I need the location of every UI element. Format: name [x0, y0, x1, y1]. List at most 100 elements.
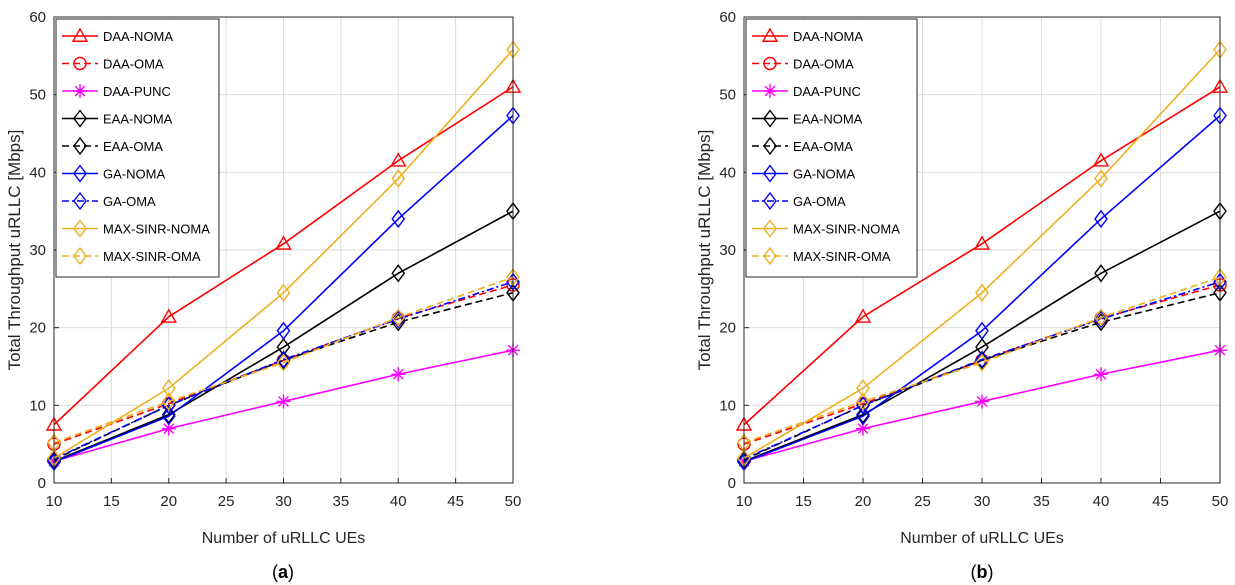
legend-marker-eaa-oma: [73, 136, 87, 156]
data-point-max-sinr-noma: [856, 379, 870, 398]
data-point-eaa-noma: [856, 405, 870, 424]
data-point-daa-punc: [1094, 367, 1108, 382]
legend-entry-max-sinr-noma: MAX-SINR-NOMA: [103, 222, 210, 237]
data-point-daa-noma: [390, 152, 407, 167]
data-point-eaa-noma: [161, 405, 176, 424]
x-tick-label: 35: [1033, 493, 1050, 510]
data-point-ga-noma: [1094, 209, 1108, 229]
legend-marker-max-sinr-noma: [763, 219, 777, 238]
x-tick-label: 30: [974, 493, 991, 510]
y-tick-label: 50: [719, 87, 736, 104]
legend: DAA-NOMA DAA-OMA DAA-PUNC EAA-NOMA EAA-OMA GA…: [55, 18, 220, 278]
series-line-max-sinr-noma: [53, 49, 514, 459]
legend-entry-daa-punc: DAA-PUNC: [103, 84, 171, 99]
legend-marker-ga-noma: [763, 164, 777, 183]
legend-entry-eaa-noma: EAA-NOMA: [103, 112, 173, 127]
legend-marker-ga-noma: [73, 164, 87, 183]
series-line-eaa-noma: [53, 210, 514, 462]
x-tick-label: 50: [1212, 493, 1229, 510]
x-tick-label: 35: [333, 493, 350, 510]
legend-marker-eaa-noma: [763, 109, 777, 128]
data-point-ga-oma: [975, 350, 989, 369]
x-tick-label: 45: [1152, 493, 1169, 510]
legend-entry-ga-oma: GA-OMA: [103, 194, 156, 209]
series-line-daa-oma: [53, 284, 514, 445]
data-point-daa-noma: [1092, 152, 1110, 167]
legend-entry-ga-noma: GA-NOMA: [103, 167, 165, 182]
data-point-max-sinr-oma: [161, 392, 176, 411]
y-tick-label: 40: [29, 164, 46, 181]
legend-entry-daa-noma: DAA-NOMA: [103, 29, 173, 44]
panel-caption: (a): [272, 562, 294, 582]
legend-marker-max-sinr-oma: [763, 246, 777, 266]
legend-entry-eaa-oma: EAA-OMA: [103, 139, 163, 154]
data-point-daa-punc: [856, 421, 870, 436]
data-point-daa-punc: [276, 394, 291, 409]
legend-entry-ga-oma: GA-OMA: [793, 194, 846, 209]
data-point-max-sinr-oma: [975, 353, 989, 372]
y-tick-label: 30: [719, 242, 736, 259]
y-tick-label: 30: [29, 242, 46, 259]
x-axis-label: Number of uRLLC UEs: [900, 530, 1064, 547]
y-tick-label: 10: [29, 397, 46, 414]
legend-entry-eaa-oma: EAA-OMA: [793, 139, 853, 154]
series-line-eaa-noma: [743, 210, 1221, 462]
data-point-daa-punc: [975, 394, 989, 409]
x-tick-label: 10: [46, 493, 63, 510]
data-point-max-sinr-oma: [391, 308, 406, 327]
data-point-max-sinr-noma: [391, 169, 406, 188]
data-point-max-sinr-oma: [276, 353, 291, 372]
x-tick-label: 25: [914, 493, 931, 510]
legend-marker-eaa-noma: [73, 109, 87, 128]
data-point-eaa-noma: [391, 264, 406, 283]
y-tick-label: 0: [38, 475, 46, 492]
x-tick-label: 20: [855, 493, 872, 510]
data-point-max-sinr-noma: [276, 283, 291, 302]
x-tick-label: 30: [275, 493, 292, 510]
x-tick-label: 25: [218, 493, 235, 510]
legend: DAA-NOMA DAA-OMA DAA-PUNC EAA-NOMA EAA-OMA GA…: [745, 18, 918, 278]
data-point-max-sinr-oma: [1094, 308, 1108, 327]
y-axis-label: Total Throughput uRLLC [Mbps]: [695, 130, 714, 371]
panel-caption: (b): [971, 562, 994, 582]
legend-marker-max-sinr-oma: [73, 246, 87, 266]
data-point-ga-noma: [391, 209, 406, 229]
data-point-daa-noma: [854, 308, 872, 323]
data-point-eaa-noma: [1094, 264, 1108, 283]
x-axis-label: Number of uRLLC UEs: [202, 530, 366, 547]
data-point-daa-noma: [160, 308, 177, 323]
series-line-max-sinr-oma: [53, 276, 514, 444]
data-point-daa-punc: [391, 367, 406, 382]
data-point-ga-oma: [1094, 309, 1108, 329]
legend-marker-eaa-oma: [763, 136, 777, 156]
data-point-max-sinr-noma: [1094, 169, 1108, 188]
legend-marker-daa-noma: [761, 27, 779, 42]
legend-marker-daa-noma: [71, 27, 89, 42]
legend-marker-daa-oma: [73, 56, 87, 71]
legend-marker-daa-punc: [763, 84, 777, 98]
x-tick-label: 10: [736, 493, 753, 510]
y-tick-label: 20: [29, 320, 46, 337]
x-tick-label: 15: [103, 493, 120, 510]
legend-marker-ga-oma: [73, 191, 87, 211]
data-point-ga-oma: [161, 396, 176, 415]
data-point-daa-punc: [161, 421, 176, 436]
data-point-ga-noma: [276, 321, 291, 340]
y-tick-label: 20: [719, 320, 736, 337]
data-point-ga-noma: [161, 407, 176, 426]
data-point-ga-oma: [276, 350, 291, 369]
legend-entry-eaa-noma: EAA-NOMA: [793, 112, 863, 127]
legend-marker-ga-oma: [763, 191, 777, 211]
y-axis-label: Total Throughput uRLLC [Mbps]: [5, 130, 24, 371]
legend-entry-daa-punc: DAA-PUNC: [793, 84, 861, 99]
legend-marker-daa-punc: [73, 84, 87, 98]
y-tick-label: 50: [29, 87, 46, 104]
data-point-daa-noma: [275, 235, 292, 250]
data-point-ga-oma: [391, 309, 406, 329]
legend-entry-daa-noma: DAA-NOMA: [793, 29, 863, 44]
y-tick-label: 60: [719, 9, 736, 26]
data-point-max-sinr-noma: [161, 379, 176, 398]
x-tick-label: 45: [447, 493, 464, 510]
y-tick-label: 0: [728, 475, 736, 492]
